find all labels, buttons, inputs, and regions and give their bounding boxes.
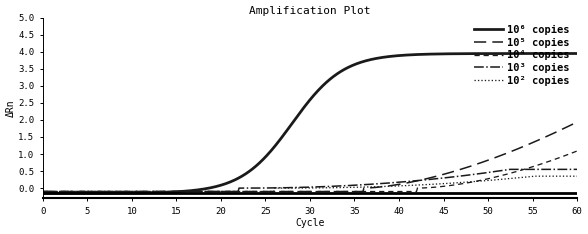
Y-axis label: ΔRn: ΔRn	[5, 99, 15, 117]
10⁵ copies	[39, 190, 46, 193]
10⁴ copies	[354, 190, 361, 193]
10⁶ copies	[573, 52, 580, 55]
10³ copies	[442, 176, 449, 179]
10³ copies	[176, 190, 183, 193]
10² copies	[396, 184, 403, 187]
10³ copies	[281, 186, 288, 189]
10⁵ copies	[354, 190, 361, 193]
10⁶ copies	[281, 132, 288, 135]
10⁵ copies	[134, 190, 141, 193]
10² copies	[134, 190, 141, 193]
10⁴ copies	[39, 190, 46, 193]
10² copies	[531, 175, 538, 178]
10⁶ copies	[354, 62, 361, 65]
10⁶ copies	[396, 54, 403, 57]
Line: 10⁶ copies: 10⁶ copies	[43, 54, 577, 193]
10⁵ copies	[176, 190, 183, 193]
Line: 10⁴ copies: 10⁴ copies	[43, 151, 577, 191]
10⁶ copies	[39, 192, 46, 195]
10⁴ copies	[176, 190, 183, 193]
10² copies	[39, 190, 46, 193]
Title: Amplification Plot: Amplification Plot	[249, 6, 370, 15]
10⁵ copies	[396, 183, 403, 186]
10⁶ copies	[442, 52, 449, 55]
10⁵ copies	[442, 172, 449, 175]
10⁴ copies	[281, 190, 288, 193]
10³ copies	[354, 184, 361, 186]
Line: 10⁵ copies: 10⁵ copies	[43, 122, 577, 191]
10⁴ copies	[442, 185, 449, 188]
Legend: 10⁶ copies, 10⁵ copies, 10⁴ copies, 10³ copies, 10² copies: 10⁶ copies, 10⁵ copies, 10⁴ copies, 10³ …	[472, 23, 572, 88]
10⁴ copies	[573, 150, 580, 152]
10² copies	[354, 186, 361, 189]
X-axis label: Cycle: Cycle	[295, 219, 325, 228]
Line: 10³ copies: 10³ copies	[43, 169, 577, 191]
10³ copies	[507, 168, 514, 171]
10³ copies	[396, 181, 403, 183]
10⁴ copies	[396, 190, 403, 193]
10² copies	[281, 187, 288, 190]
Line: 10² copies: 10² copies	[43, 176, 577, 191]
10² copies	[176, 190, 183, 193]
10² copies	[573, 175, 580, 178]
10⁶ copies	[176, 190, 183, 193]
10⁶ copies	[134, 191, 141, 194]
10³ copies	[39, 190, 46, 193]
10² copies	[442, 182, 449, 185]
10⁵ copies	[281, 190, 288, 193]
10³ copies	[134, 190, 141, 193]
10⁴ copies	[134, 190, 141, 193]
10³ copies	[573, 168, 580, 171]
10⁵ copies	[573, 121, 580, 124]
